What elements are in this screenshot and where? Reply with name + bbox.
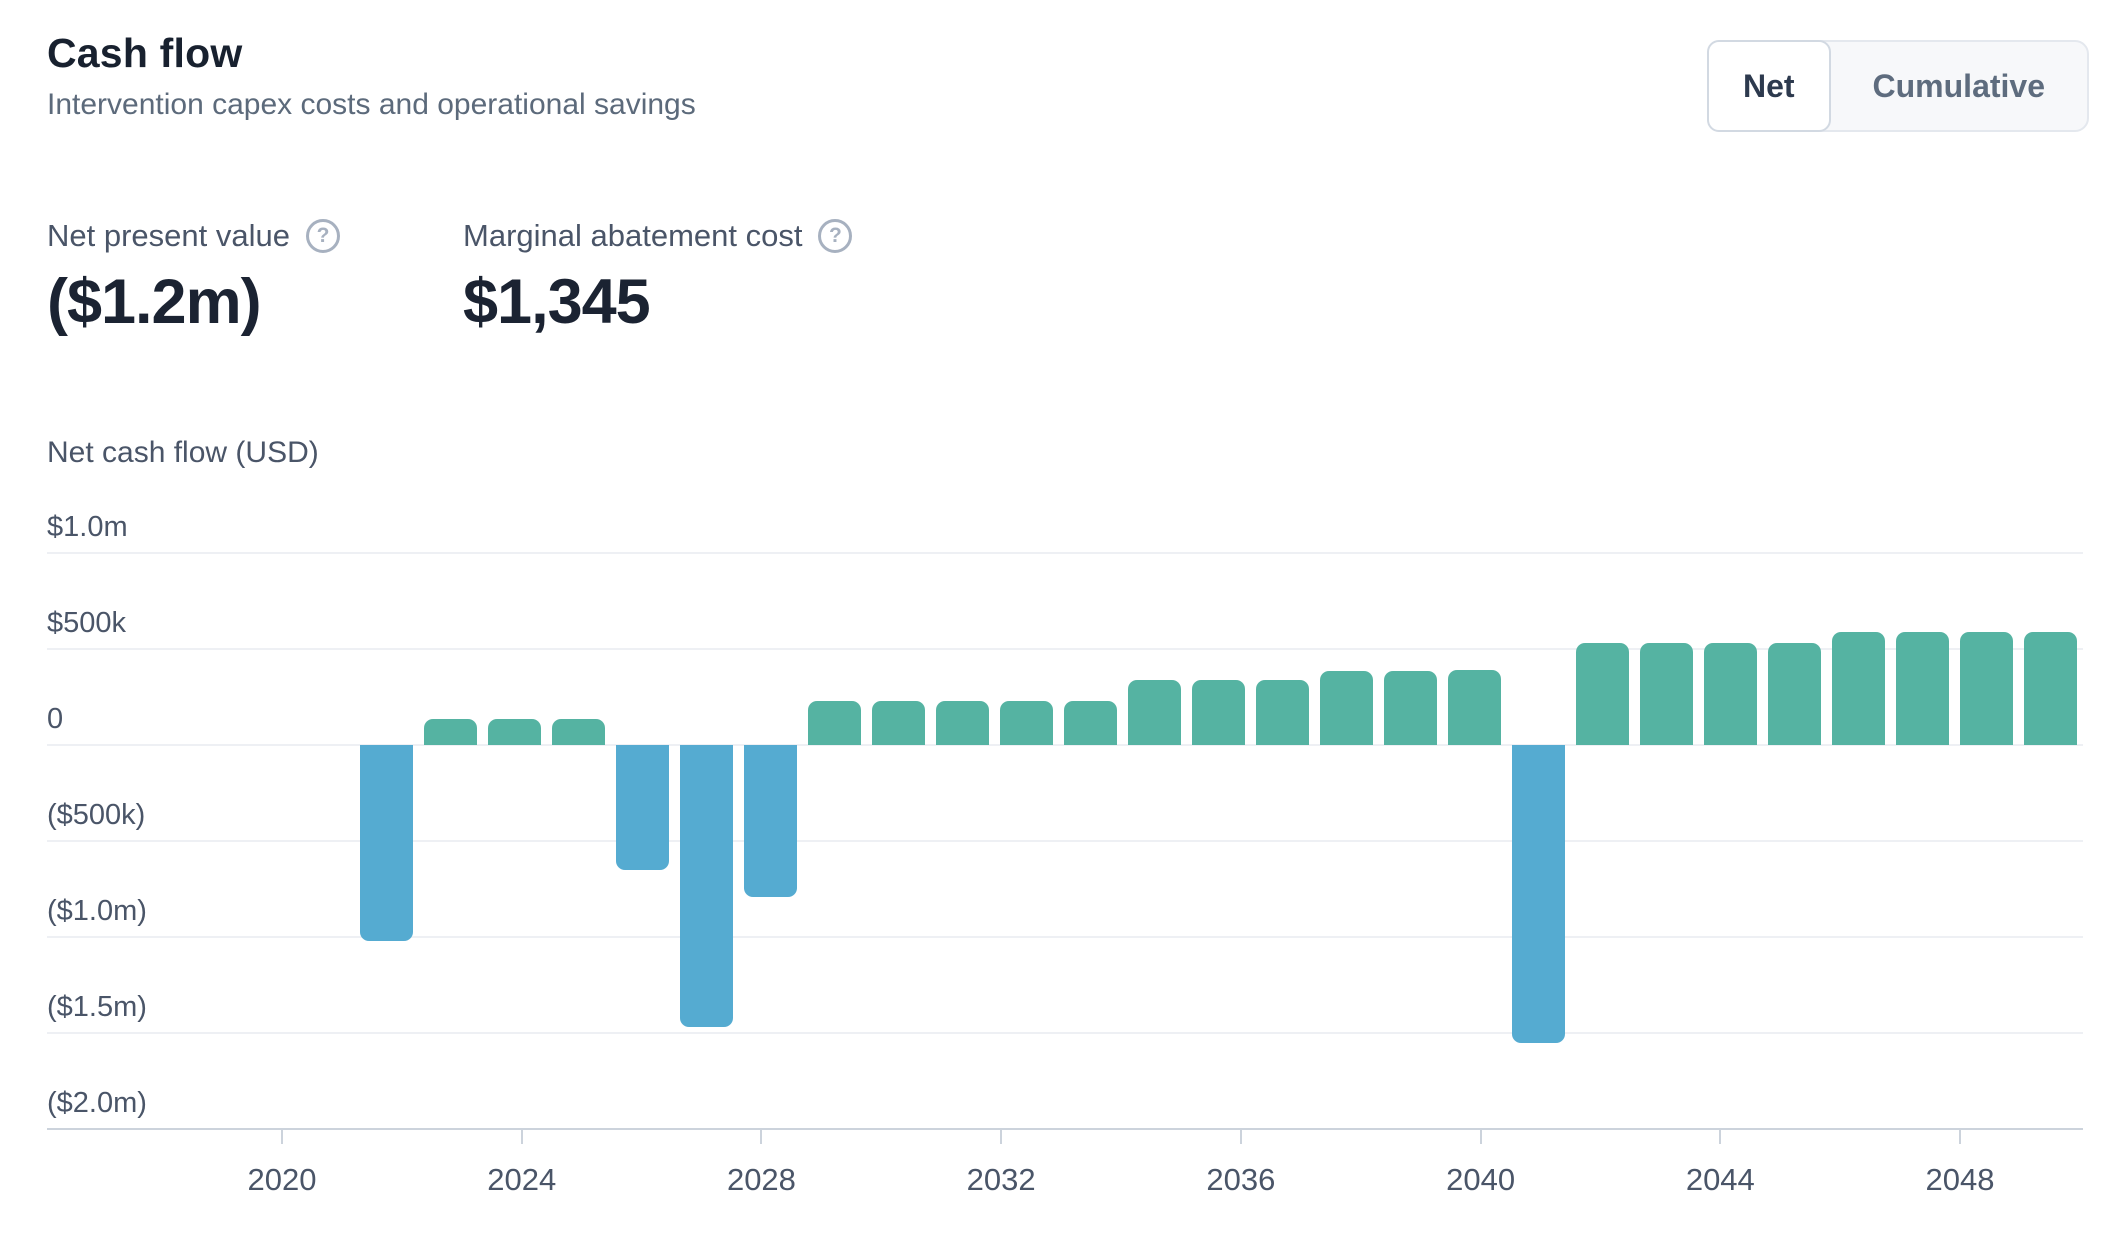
metric-value: ($1.2m)	[47, 267, 262, 337]
y-axis-label: ($1.0m)	[47, 895, 147, 927]
bar-2022[interactable]	[360, 745, 413, 941]
y-axis-label: $1.0m	[47, 511, 128, 543]
gridline-0	[47, 744, 2083, 746]
bar-2031[interactable]	[936, 700, 989, 745]
metric-label-text: Net present value	[47, 218, 290, 253]
bar-2026[interactable]	[616, 745, 669, 870]
page-subtitle: Intervention capex costs and operational…	[47, 88, 696, 121]
x-tick-2036	[1239, 1129, 1242, 1144]
y-axis-label: ($2.0m)	[47, 1087, 147, 1119]
metric-value: $1,345	[463, 267, 651, 337]
metric-marginal-abatement-cost: Marginal abatement cost ? $1,345	[463, 218, 853, 338]
x-axis-label: 2020	[247, 1162, 317, 1197]
x-axis-label: 2040	[1446, 1162, 1516, 1197]
x-tick-2032	[1000, 1129, 1003, 1144]
gridline-$500k	[47, 648, 2083, 650]
net-cumulative-toggle: Net Cumulative	[1706, 40, 2089, 132]
bar-2040[interactable]	[1512, 745, 1565, 1043]
bar-2023[interactable]	[424, 719, 477, 745]
gridline-($2.0m)	[47, 1128, 2083, 1130]
metric-label: Marginal abatement cost ?	[463, 218, 853, 254]
question-circle-icon[interactable]: ?	[818, 219, 853, 253]
bar-2029[interactable]	[808, 700, 861, 745]
bar-2046[interactable]	[1896, 631, 1949, 745]
x-tick-2020	[281, 1129, 283, 1144]
bar-2047[interactable]	[1960, 631, 2013, 745]
x-tick-2044	[1719, 1129, 1722, 1144]
bar-2030[interactable]	[872, 700, 925, 745]
bar-2037[interactable]	[1320, 671, 1373, 745]
bar-2035[interactable]	[1192, 679, 1245, 745]
bar-2033[interactable]	[1064, 700, 1117, 745]
bar-2024[interactable]	[488, 719, 541, 745]
gridline-($500k)	[47, 840, 2083, 842]
question-circle-icon[interactable]: ?	[305, 219, 340, 253]
metric-net-present-value: Net present value ? ($1.2m)	[47, 218, 340, 338]
y-axis-label: ($500k)	[47, 799, 146, 831]
bar-2038[interactable]	[1384, 671, 1437, 745]
toggle-option-cumulative[interactable]: Cumulative	[1872, 67, 2045, 104]
bar-2028[interactable]	[744, 745, 797, 897]
metric-label-text: Marginal abatement cost	[463, 218, 803, 253]
x-axis-label: 2044	[1685, 1162, 1755, 1197]
x-tick-2024	[520, 1129, 523, 1144]
page-title: Cash flow	[47, 30, 243, 76]
bar-2042[interactable]	[1640, 643, 1693, 745]
y-axis-label: 0	[47, 703, 64, 735]
chart-axis-title: Net cash flow (USD)	[47, 436, 319, 469]
x-tick-2048	[1959, 1129, 1962, 1144]
bar-2045[interactable]	[1832, 631, 1885, 745]
gridline-$1.0m	[47, 552, 2083, 554]
bar-2039[interactable]	[1448, 670, 1501, 745]
bar-2025[interactable]	[552, 719, 605, 745]
bar-2036[interactable]	[1256, 679, 1309, 745]
bar-2041[interactable]	[1576, 643, 1629, 745]
toggle-option-net[interactable]: Net	[1706, 40, 1831, 132]
bar-2043[interactable]	[1704, 643, 1757, 745]
bar-2048[interactable]	[2024, 631, 2077, 745]
y-axis-label: ($1.5m)	[47, 991, 147, 1023]
x-axis-label: 2028	[726, 1162, 796, 1197]
bar-2044[interactable]	[1768, 643, 1821, 745]
y-axis-label: $500k	[47, 607, 127, 639]
x-tick-2040	[1479, 1129, 1482, 1144]
x-tick-2028	[760, 1129, 763, 1144]
x-axis-label: 2036	[1206, 1162, 1276, 1197]
bar-2027[interactable]	[680, 745, 733, 1028]
metric-label: Net present value ?	[47, 218, 340, 254]
bar-2034[interactable]	[1128, 679, 1181, 745]
gridline-($1.0m)	[47, 936, 2083, 938]
x-axis-label: 2048	[1925, 1162, 1995, 1197]
bar-2032[interactable]	[1000, 700, 1053, 745]
x-axis-label: 2024	[487, 1162, 557, 1197]
gridline-($1.5m)	[47, 1032, 2083, 1034]
x-axis-label: 2032	[966, 1162, 1036, 1197]
